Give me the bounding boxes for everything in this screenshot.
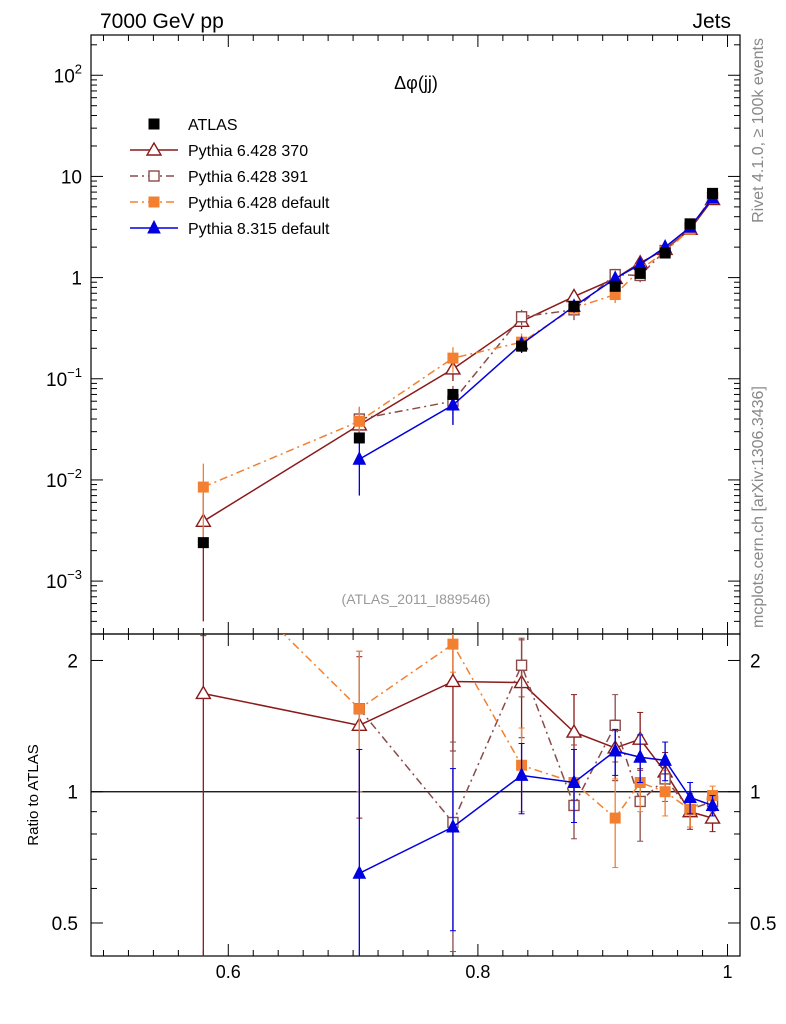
data-point-pythia-8-315-default <box>352 451 367 465</box>
data-point-atlas <box>353 432 365 444</box>
data-point-atlas <box>684 218 696 230</box>
x-tick-label: 1 <box>723 962 733 982</box>
y-tick-label-exponent: −1 <box>67 365 82 380</box>
legend-marker-atlas <box>148 118 160 130</box>
ratio-point-pythia-8-315-default <box>608 742 623 757</box>
ratio-point-pythia-8-315-default <box>658 752 672 766</box>
ratio-line-pythia-6-428-391 <box>358 663 713 824</box>
ratio-point-pythia-6-428-default <box>447 638 459 650</box>
data-point-atlas <box>707 187 719 199</box>
ratio-point-pythia-6-428-default <box>659 786 671 798</box>
ratio-point-pythia-6-428-370 <box>195 685 212 700</box>
y-tick-label-exponent: 2 <box>75 61 82 76</box>
mcplots-label: mcplots.cern.ch [arXiv:1306.3436] <box>750 386 767 628</box>
y-tick-label: 1 <box>71 269 82 290</box>
ratio-point-pythia-8-315-default <box>683 789 697 803</box>
legend-marker-pythia-6-428-391 <box>148 170 160 182</box>
ratio-point-pythia-8-315-default <box>514 767 529 781</box>
plot-title: Δφ(jj) <box>394 73 438 93</box>
ratio-y-tick-label-left: 2 <box>67 651 78 672</box>
ratio-y-tick-label-right: 2 <box>750 651 761 672</box>
ratio-y-tick-label-left: 1 <box>67 783 78 804</box>
legend-label-pythia-8-315-default: Pythia 8.315 default <box>188 221 330 238</box>
ratio-point-pythia-6-428-370 <box>565 723 583 738</box>
y-tick-label-exponent: −2 <box>67 466 82 481</box>
data-point-pythia-6-428-default <box>447 352 459 364</box>
ratio-point-pythia-6-428-370 <box>444 673 462 688</box>
data-point-atlas <box>197 537 209 549</box>
legend-label-atlas: ATLAS <box>188 117 238 134</box>
ratio-series-layer <box>195 634 721 956</box>
ratio-point-pythia-6-428-370 <box>704 809 721 824</box>
ratio-point-pythia-8-315-default <box>446 818 460 833</box>
ratio-point-pythia-8-315-default <box>633 749 647 763</box>
data-point-atlas <box>447 388 459 400</box>
ratio-y-tick-label-left: 0.5 <box>52 914 78 935</box>
data-point-pythia-6-428-default <box>197 481 209 493</box>
series-line-pythia-6-428-370 <box>202 199 714 522</box>
y-tick-label: 10−2 <box>46 466 82 492</box>
series-line-pythia-6-428-default <box>203 194 714 488</box>
legend-label-pythia-6-428-391: Pythia 6.428 391 <box>188 169 308 186</box>
ratio-point-pythia-8-315-default <box>567 774 581 788</box>
ratio-point-pythia-6-428-default <box>353 703 365 715</box>
data-point-atlas <box>516 340 528 352</box>
analysis-label: (ATLAS_2011_I889546) <box>342 591 491 607</box>
ratio-point-pythia-6-428-default <box>609 812 621 824</box>
y-tick-label: 10 <box>61 167 82 188</box>
legend-marker-pythia-6-428-370 <box>145 141 163 156</box>
ratio-frame <box>90 633 741 957</box>
main-series-layer <box>195 187 721 622</box>
data-point-pythia-6-428-391 <box>515 311 528 323</box>
legend-marker-pythia-8-315-default <box>147 219 161 234</box>
legend: ATLAS Pythia 6.428 370 Pythia 6.428 391 Pyt… <box>130 117 330 238</box>
ratio-point-pythia-6-428-391 <box>609 719 621 732</box>
header-process-label: Jets <box>692 10 731 33</box>
y-tick-label-base: 10 <box>46 572 67 593</box>
rivet-version-label: Rivet 4.1.0, ≥ 100k events <box>750 38 767 223</box>
ratio-line-pythia-6-428-default <box>282 634 713 820</box>
ratio-line-pythia-6-428-370 <box>203 680 713 819</box>
ratio-point-pythia-6-428-391 <box>515 659 528 671</box>
data-point-atlas <box>659 247 671 259</box>
legend-label-pythia-6-428-370: Pythia 6.428 370 <box>188 143 308 160</box>
legend-label-pythia-6-428-default: Pythia 6.428 default <box>188 195 330 212</box>
y-tick-label: 102 <box>54 61 82 87</box>
y-tick-label-base: 10 <box>46 471 67 492</box>
y-tick-label-base: 10 <box>54 66 75 87</box>
y-tick-label-base: 10 <box>46 370 67 391</box>
ratio-axis-label: Ratio to ATLAS <box>25 744 42 845</box>
ratio-plot: 0.6 0.8 1 0.5 0.5 1 1 2 2 <box>52 622 776 982</box>
data-point-pythia-6-428-default <box>353 415 365 427</box>
header-energy-label: 7000 GeV pp <box>100 10 224 33</box>
data-point-atlas <box>568 300 580 312</box>
data-point-pythia-8-315-default <box>446 396 460 411</box>
y-tick-label: 10−3 <box>46 567 82 593</box>
y-tick-label: 10−1 <box>46 365 82 391</box>
ratio-point-pythia-8-315-default <box>705 797 720 811</box>
series-line-pythia-6-428-391 <box>359 196 714 420</box>
series-line-pythia-8-315-default <box>358 197 714 460</box>
legend-marker-pythia-6-428-default <box>148 196 160 208</box>
data-point-atlas <box>609 280 621 292</box>
ratio-y-tick-label-right: 0.5 <box>750 914 776 935</box>
x-tick-label: 0.8 <box>465 962 490 982</box>
ratio-y-tick-label-right: 1 <box>750 783 761 804</box>
y-tick-label-exponent: −3 <box>67 567 82 582</box>
ratio-point-pythia-8-315-default <box>352 865 367 879</box>
x-tick-label: 0.6 <box>216 962 241 982</box>
data-point-atlas <box>634 267 646 279</box>
